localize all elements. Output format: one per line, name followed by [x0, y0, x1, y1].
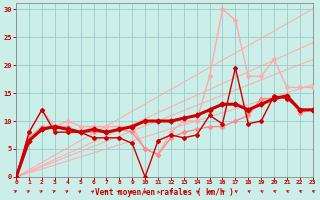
X-axis label: Vent moyen/en rafales ( km/h ): Vent moyen/en rafales ( km/h ) — [95, 188, 234, 197]
